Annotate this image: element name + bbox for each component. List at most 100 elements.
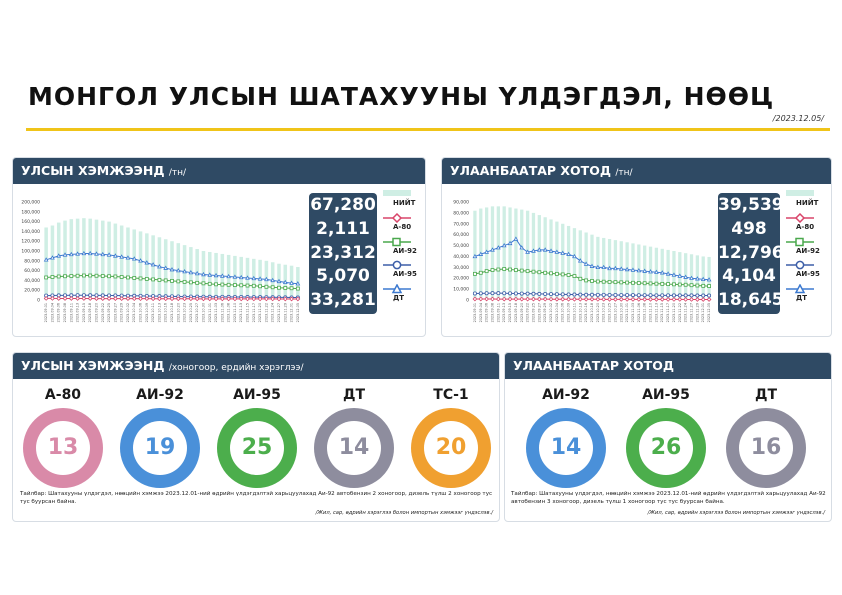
data-point — [75, 251, 80, 256]
y-tick-label: 0 — [466, 298, 469, 304]
total-bar — [126, 227, 130, 300]
x-tick-label: 2023.11.13 — [239, 303, 243, 322]
data-point — [648, 297, 653, 302]
data-point — [50, 275, 55, 279]
data-point — [207, 296, 213, 302]
x-tick-label: 2023.11.03 — [214, 303, 218, 322]
data-point — [44, 275, 49, 280]
data-point — [607, 296, 612, 302]
data-point — [157, 296, 162, 302]
data-point — [659, 297, 665, 302]
data-point — [595, 279, 600, 284]
data-point — [548, 296, 554, 302]
data-point — [226, 282, 231, 287]
x-tick-label: 2023.10.27 — [613, 303, 617, 322]
data-point — [289, 286, 294, 291]
x-tick-label: 2023.09.27 — [537, 303, 541, 322]
ring-label: АИ-92 — [542, 387, 590, 403]
data-point — [264, 276, 269, 282]
ub-stock-title: УЛААНБААТАР ХОТОД — [450, 163, 611, 178]
data-point — [549, 292, 554, 297]
total-bar — [88, 218, 92, 300]
total-bar — [101, 220, 105, 300]
legend-ai95: АИ-95 — [381, 259, 425, 283]
data-point — [636, 297, 642, 302]
total-bar — [145, 233, 149, 300]
total-bar — [566, 225, 571, 300]
circle-marker-icon — [383, 261, 411, 270]
data-point — [87, 250, 93, 256]
days-value: 19 — [133, 421, 187, 475]
data-point — [513, 291, 518, 296]
x-tick-label: 2023.09.08 — [63, 303, 67, 322]
data-point — [578, 292, 583, 297]
legend-ai92: АИ-92 — [381, 236, 425, 260]
total-bar — [520, 209, 524, 300]
data-point — [560, 250, 566, 255]
x-tick-label: 2023.09.11 — [496, 303, 500, 322]
total-bar — [151, 235, 155, 300]
x-tick-label: 2023.10.11 — [151, 303, 155, 322]
data-point — [131, 296, 137, 302]
data-point — [56, 274, 61, 279]
data-point — [157, 278, 162, 282]
data-point — [62, 296, 68, 301]
x-tick-label: 2023.11.17 — [252, 303, 256, 322]
data-point — [554, 292, 559, 297]
data-point — [226, 273, 232, 279]
data-point — [245, 283, 250, 288]
data-point — [700, 276, 706, 282]
total-bar — [56, 222, 61, 300]
data-point — [589, 263, 595, 268]
data-point — [683, 274, 689, 279]
data-point — [613, 292, 618, 297]
x-tick-label: 2023.11.20 — [672, 303, 676, 322]
data-point — [648, 281, 653, 286]
total-bar — [531, 212, 536, 300]
days-value: 13 — [36, 421, 90, 475]
data-point — [519, 291, 524, 296]
data-point — [613, 280, 618, 285]
data-point — [232, 274, 238, 279]
y-tick-label: 70,000 — [453, 221, 469, 227]
x-tick-label: 2023.10.09 — [145, 303, 149, 322]
days-value: 14 — [539, 421, 593, 475]
total-bar — [157, 237, 162, 300]
legend-ai95-label: АИ-95 — [393, 270, 417, 279]
data-point — [75, 296, 80, 301]
data-point — [554, 296, 560, 302]
x-tick-label: 2023.11.29 — [283, 303, 287, 322]
data-point — [176, 279, 181, 284]
total-bar — [75, 218, 80, 300]
x-tick-label: 2023.10.11 — [572, 303, 576, 322]
data-point — [636, 281, 641, 285]
x-tick-label: 2023.12.01 — [290, 303, 294, 322]
data-point — [531, 248, 536, 253]
x-tick-label: 2023.11.15 — [660, 303, 664, 322]
data-point — [519, 245, 525, 250]
days-value: 20 — [424, 421, 478, 475]
data-point — [144, 277, 149, 281]
data-point — [201, 271, 206, 277]
data-point — [666, 293, 671, 298]
x-tick-label: 2023.09.20 — [94, 303, 98, 322]
data-point — [513, 236, 519, 241]
data-point — [219, 273, 225, 278]
data-point — [589, 292, 594, 297]
national-stock-chart: 200,000 180,000 160,000 140,000 120,000 100,0… — [21, 200, 301, 322]
data-point — [642, 293, 647, 298]
data-point — [295, 296, 301, 302]
data-point — [654, 297, 659, 302]
data-point — [501, 242, 507, 248]
data-point — [601, 264, 607, 270]
data-point — [560, 292, 565, 297]
data-point — [150, 262, 156, 267]
total-bar — [69, 219, 74, 300]
x-tick-label: 2023.11.06 — [637, 303, 641, 322]
data-point — [595, 296, 601, 302]
ring-label: АИ-95 — [642, 387, 690, 403]
square-marker-icon — [383, 237, 411, 246]
x-tick-label: 2023.12.05 — [707, 303, 711, 322]
data-point — [525, 296, 530, 302]
data-point — [484, 291, 489, 296]
